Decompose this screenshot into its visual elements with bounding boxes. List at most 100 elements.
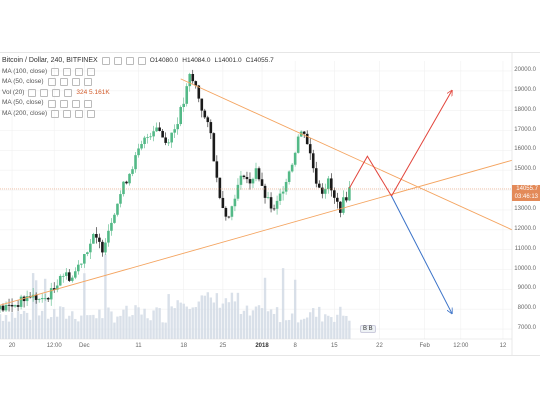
settings-icon[interactable] bbox=[113, 57, 122, 66]
close-icon[interactable] bbox=[125, 57, 134, 66]
price-chart[interactable] bbox=[0, 53, 540, 355]
ohlc-open: O14080.0 bbox=[149, 57, 179, 64]
volume-bar bbox=[221, 303, 225, 339]
close-icon[interactable] bbox=[71, 78, 80, 87]
volume-bar bbox=[191, 307, 194, 339]
volume-bar bbox=[306, 317, 309, 339]
volume-bar bbox=[233, 301, 237, 339]
last-price-tag: 14055.7 bbox=[512, 184, 540, 193]
close-icon[interactable] bbox=[75, 110, 84, 119]
volume-bar bbox=[122, 309, 125, 339]
indicator-label[interactable]: Vol (20) bbox=[2, 88, 25, 96]
volume-bar bbox=[236, 292, 240, 339]
volume-bar bbox=[1, 320, 5, 339]
price-tick-label: 19000.0 bbox=[514, 86, 536, 93]
volume-bar bbox=[68, 315, 71, 339]
candle bbox=[173, 129, 176, 133]
candle bbox=[40, 298, 44, 300]
candle bbox=[245, 177, 249, 180]
eye-icon[interactable] bbox=[51, 67, 60, 76]
more-icon[interactable] bbox=[137, 57, 146, 66]
volume-bar bbox=[263, 277, 267, 339]
settings-icon[interactable] bbox=[63, 67, 72, 76]
settings-icon[interactable] bbox=[59, 99, 68, 108]
volume-bar bbox=[321, 321, 324, 339]
volume-bar bbox=[134, 305, 137, 339]
candle bbox=[203, 110, 207, 118]
more-icon[interactable] bbox=[83, 99, 92, 108]
candle bbox=[113, 214, 116, 223]
volume-bar bbox=[272, 313, 276, 339]
eye-icon[interactable] bbox=[51, 110, 60, 119]
candle bbox=[80, 263, 83, 265]
candle bbox=[290, 164, 294, 172]
indicator-label[interactable]: MA (100, close) bbox=[2, 67, 48, 75]
volume-bar bbox=[206, 292, 210, 339]
volume-bar bbox=[302, 318, 306, 339]
candle bbox=[161, 130, 164, 138]
candle bbox=[149, 136, 152, 138]
candle bbox=[200, 98, 204, 111]
eye-icon[interactable] bbox=[101, 57, 110, 66]
candle bbox=[206, 117, 210, 123]
candle bbox=[19, 296, 23, 307]
candle bbox=[342, 197, 345, 213]
volume-bar bbox=[209, 297, 213, 339]
candle bbox=[176, 124, 179, 130]
close-icon[interactable] bbox=[52, 89, 61, 98]
indicator-row[interactable]: Vol (20) 324 5.161K bbox=[2, 88, 274, 99]
time-tick-label: 12:00 bbox=[453, 343, 469, 349]
close-icon[interactable] bbox=[75, 67, 84, 76]
settings-icon[interactable] bbox=[59, 78, 68, 87]
indicator-row[interactable]: MA (100, close) bbox=[2, 67, 274, 78]
eye-icon[interactable] bbox=[47, 99, 56, 108]
more-icon[interactable] bbox=[87, 67, 96, 76]
more-icon[interactable] bbox=[83, 78, 92, 87]
candle bbox=[0, 305, 2, 310]
candle bbox=[269, 197, 273, 209]
indicator-row[interactable]: MA (200, close) bbox=[2, 109, 274, 120]
candle bbox=[13, 305, 17, 307]
volume-bar bbox=[74, 318, 77, 339]
candle bbox=[95, 234, 98, 238]
candle bbox=[254, 168, 258, 179]
projection-up bbox=[348, 91, 451, 197]
time-tick-label: Feb bbox=[419, 343, 430, 349]
indicator-row[interactable]: MA (50, close) bbox=[2, 98, 274, 109]
indicator-row[interactable]: MA (50, close) bbox=[2, 77, 274, 88]
candle bbox=[224, 207, 228, 217]
time-tick-label: 22 bbox=[376, 343, 383, 349]
volume-bar bbox=[22, 310, 26, 339]
indicator-label[interactable]: MA (50, close) bbox=[2, 99, 44, 107]
chart-panel[interactable]: Bitcoin / Dollar, 240, BITFINEX O14080.0… bbox=[0, 52, 540, 356]
indicator-label[interactable]: MA (200, close) bbox=[2, 109, 48, 117]
volume-bar bbox=[230, 292, 234, 339]
volume-bar bbox=[92, 314, 95, 339]
settings-icon[interactable] bbox=[63, 110, 72, 119]
candle bbox=[333, 190, 336, 198]
indicator-label[interactable]: MA (50, close) bbox=[2, 78, 44, 86]
volume-bar bbox=[293, 279, 297, 339]
candle bbox=[266, 197, 270, 198]
symbol-title[interactable]: Bitcoin / Dollar, 240, BITFINEX bbox=[2, 57, 98, 64]
eye-icon[interactable] bbox=[47, 78, 56, 87]
volume-bar bbox=[140, 314, 143, 339]
candle bbox=[212, 133, 216, 162]
candle bbox=[239, 175, 243, 185]
candle bbox=[293, 152, 297, 165]
candle bbox=[314, 168, 318, 184]
candle bbox=[221, 197, 225, 208]
more-icon[interactable] bbox=[64, 89, 73, 98]
volume-bar bbox=[266, 311, 270, 339]
close-icon[interactable] bbox=[71, 99, 80, 108]
candle bbox=[101, 241, 104, 253]
candle bbox=[194, 81, 198, 86]
more-icon[interactable] bbox=[87, 110, 96, 119]
eye-icon[interactable] bbox=[28, 89, 37, 98]
settings-icon[interactable] bbox=[40, 89, 49, 98]
countdown-tag: 03:46:13 bbox=[512, 192, 540, 201]
volume-bar bbox=[107, 307, 110, 339]
volume-bar bbox=[89, 315, 92, 339]
candle bbox=[77, 264, 80, 272]
ohlc-close: C14055.7 bbox=[245, 57, 274, 64]
